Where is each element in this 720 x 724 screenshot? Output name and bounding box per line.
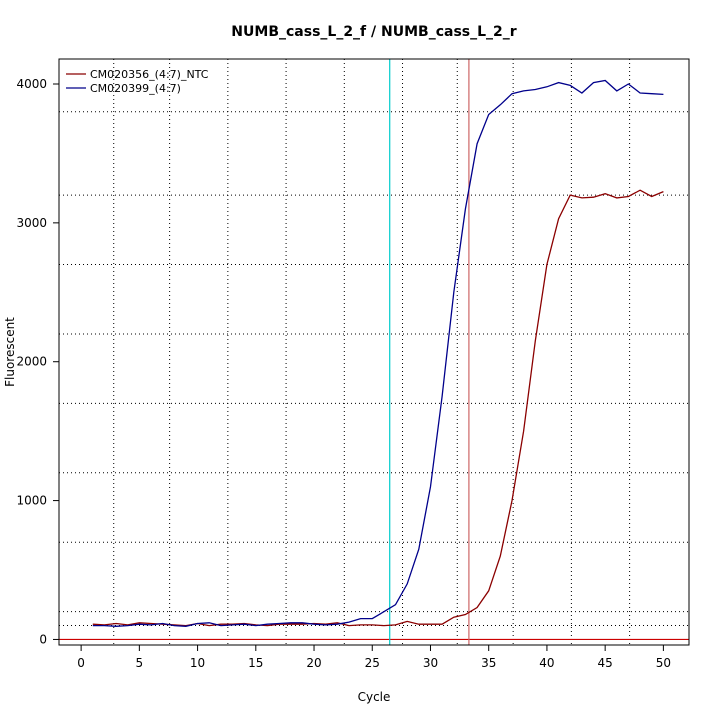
x-tick-label: 20 bbox=[306, 656, 321, 670]
x-tick-label: 40 bbox=[539, 656, 554, 670]
axes: 0 5 10 15 20 25 30 35 40 45 50 0 1000 2000 3000 4000 bbox=[16, 77, 671, 670]
series-lines bbox=[92, 79, 664, 627]
grid-lines bbox=[59, 59, 689, 645]
legend-label: CM020356_(4:7)_NTC bbox=[90, 68, 209, 81]
x-tick-label: 50 bbox=[656, 656, 671, 670]
x-tick-label: 15 bbox=[248, 656, 263, 670]
series-line bbox=[92, 79, 664, 627]
series-line bbox=[92, 189, 664, 627]
reference-lines bbox=[59, 59, 689, 645]
y-tick-label: 0 bbox=[39, 632, 47, 646]
y-tick-label: 3000 bbox=[16, 216, 47, 230]
chart-title: NUMB_cass_L_2_f / NUMB_cass_L_2_r bbox=[231, 24, 516, 40]
x-tick-label: 0 bbox=[77, 656, 85, 670]
x-tick-label: 10 bbox=[190, 656, 205, 670]
x-tick-label: 35 bbox=[481, 656, 496, 670]
y-tick-label: 4000 bbox=[16, 77, 47, 91]
x-tick-label: 25 bbox=[365, 656, 380, 670]
y-tick-label: 1000 bbox=[16, 494, 47, 508]
x-axis-label: Cycle bbox=[358, 690, 391, 704]
y-tick-label: 2000 bbox=[16, 355, 47, 369]
legend-label: CM020399_(4:7) bbox=[90, 82, 181, 95]
x-tick-label: 5 bbox=[136, 656, 144, 670]
x-tick-label: 30 bbox=[423, 656, 438, 670]
plot-frame bbox=[58, 58, 690, 646]
x-tick-label: 45 bbox=[598, 656, 613, 670]
y-axis-label: Fluorescent bbox=[3, 317, 17, 387]
